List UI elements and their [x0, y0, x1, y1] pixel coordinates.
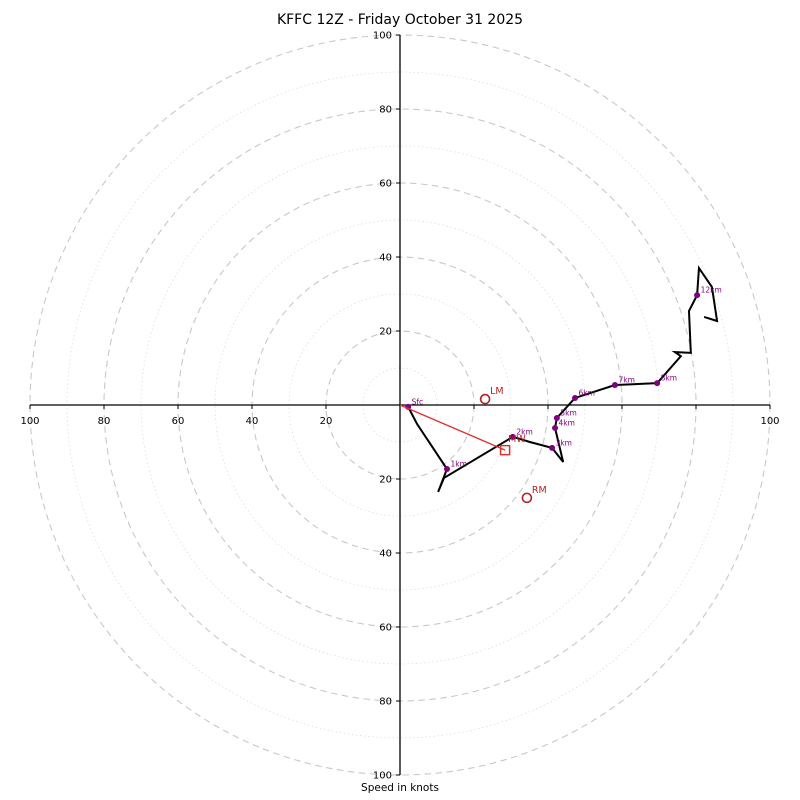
y-axis-label-bottom-100: 100: [373, 771, 392, 782]
level-dot-3km: [549, 444, 556, 451]
lm-label: LM: [490, 386, 504, 397]
x-axis-label-left-80: 80: [98, 416, 111, 427]
level-label-12km: 12km: [701, 286, 722, 295]
level-dot-6km: [572, 394, 579, 401]
level-dot-8km: [654, 380, 661, 387]
y-axis-label-bottom-40: 40: [379, 549, 392, 560]
x-axis-label-left-60: 60: [172, 416, 185, 427]
level-label-8km: 8km: [661, 374, 677, 383]
y-axis-label-bottom-60: 60: [379, 623, 392, 634]
rm-label: RM: [532, 485, 547, 496]
x-axis-label-left-100: 100: [20, 416, 39, 427]
mw-marker: [499, 444, 511, 456]
x-axis-label-left-20: 20: [320, 416, 333, 427]
mw-label: MW: [508, 434, 526, 445]
x-axis-label-left-40: 40: [246, 416, 259, 427]
level-label-4km: 4km: [559, 418, 575, 427]
level-label-3km: 3km: [556, 438, 572, 447]
level-label-6km: 6km: [579, 388, 595, 397]
level-label-5km: 5km: [560, 408, 576, 417]
y-axis-label-bottom-20: 20: [379, 475, 392, 486]
level-label-sfc: Sfc: [412, 397, 424, 406]
y-axis-label-top-80: 80: [379, 105, 392, 116]
y-axis-label-bottom-80: 80: [379, 697, 392, 708]
chart-title: KFFC 12Z - Friday October 31 2025: [277, 12, 523, 28]
storm-motion-layer: LM RM MW: [399, 386, 547, 504]
x-axis-label-right-100: 100: [760, 416, 779, 427]
y-axis-label-top-40: 40: [379, 253, 392, 264]
x-axis-title: Speed in knots: [361, 782, 439, 794]
level-label-2km: 2km: [516, 427, 532, 436]
level-label-7km: 7km: [618, 376, 634, 385]
lm-marker: [479, 393, 491, 405]
y-axis-label-top-20: 20: [379, 327, 392, 338]
y-axis-label-top-100: 100: [373, 31, 392, 42]
level-dot-2km: [509, 433, 516, 440]
level-dot-1km: [443, 466, 450, 473]
y-axis-label-top-60: 60: [379, 179, 392, 190]
level-dot-5km: [553, 414, 560, 421]
level-dot-4km: [552, 424, 559, 431]
level-dot-7km: [611, 382, 618, 389]
rm-marker: [521, 492, 533, 504]
level-dot-12km: [694, 292, 701, 299]
level-label-1km: 1km: [450, 460, 466, 469]
axes-layer: 100 80 60 40 20 100 20 40 60 80 100 20 40 60 80 100: [20, 31, 779, 782]
mean-wind-line: [399, 404, 506, 451]
